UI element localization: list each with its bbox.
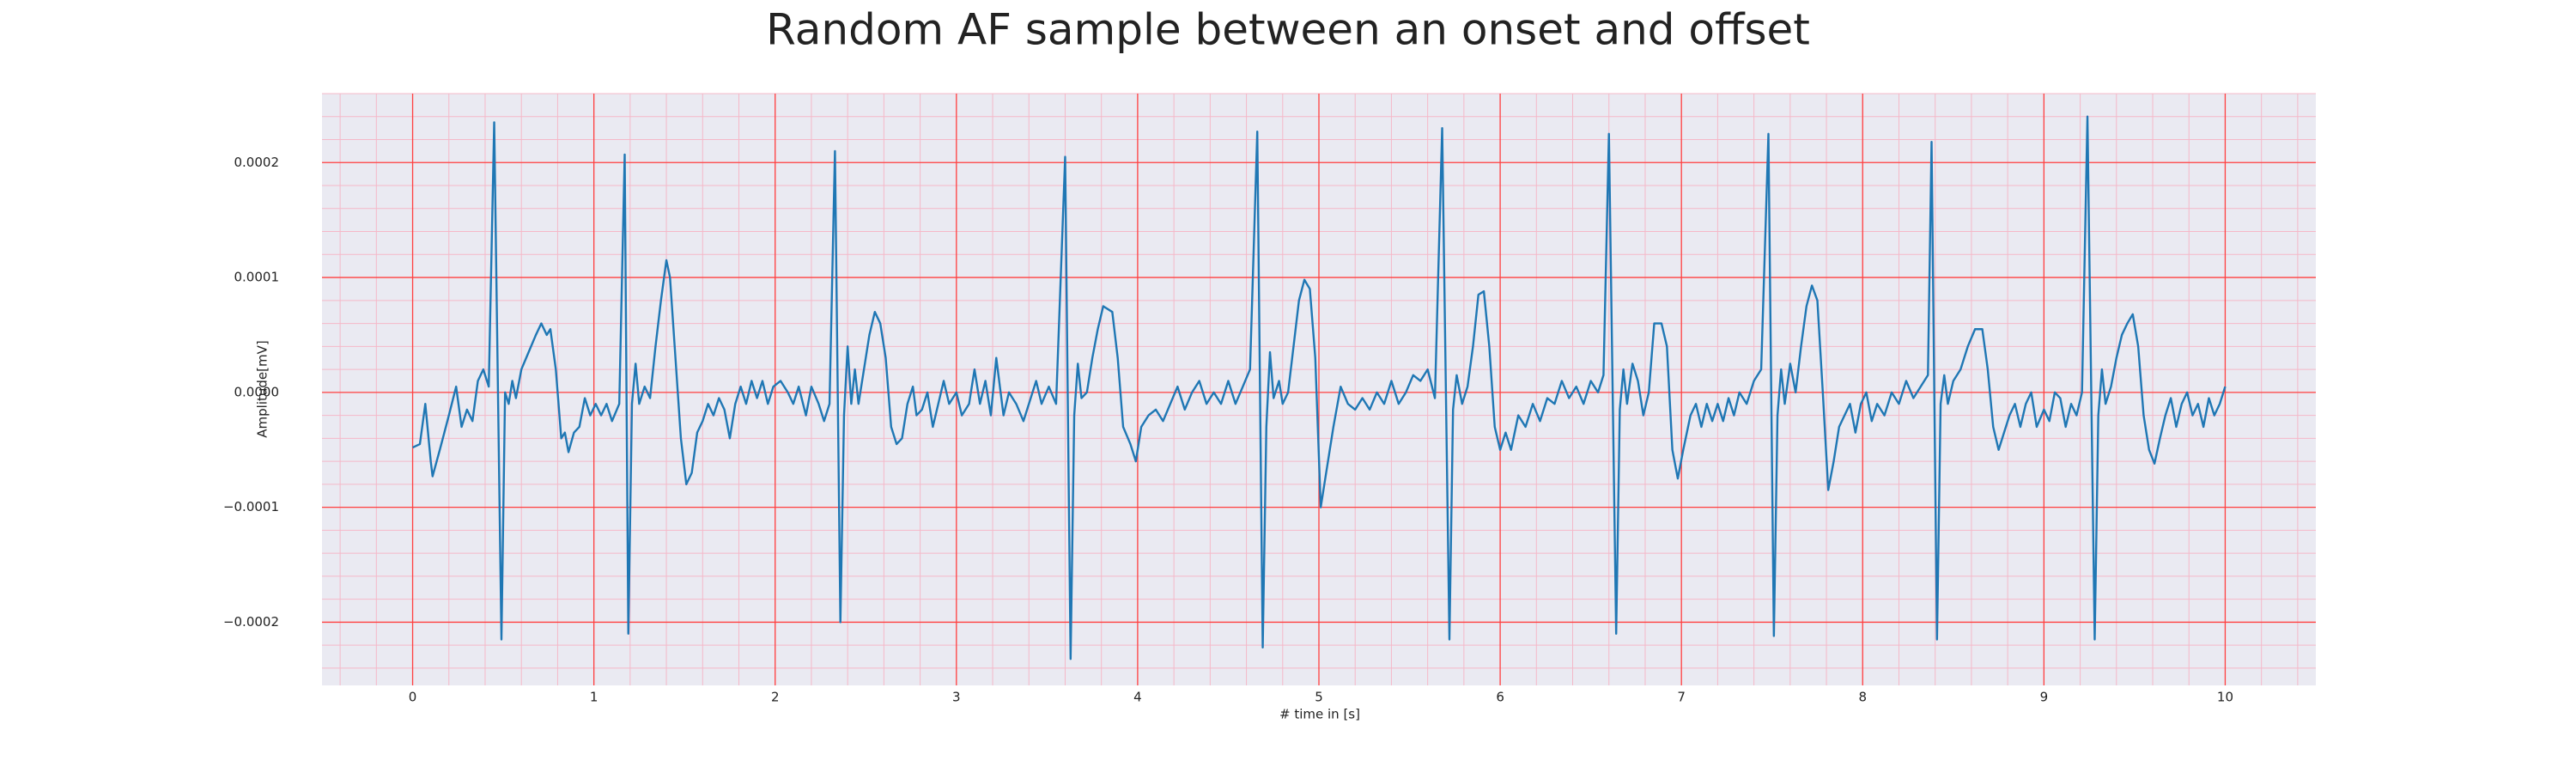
x-tick-label: 5 bbox=[1315, 690, 1323, 705]
x-tick-label: 7 bbox=[1677, 690, 1686, 705]
x-tick-label: 4 bbox=[1133, 690, 1142, 705]
data-line bbox=[412, 115, 2227, 660]
x-tick-label: 1 bbox=[590, 690, 598, 705]
y-tick-label: 0.0000 bbox=[234, 384, 280, 399]
chart-title: Random AF sample between an onset and of… bbox=[766, 5, 1810, 55]
x-tick-label: 6 bbox=[1496, 690, 1504, 705]
x-tick-label: 8 bbox=[1858, 690, 1867, 705]
y-tick-label: −0.0001 bbox=[223, 499, 279, 514]
grid bbox=[322, 93, 2316, 685]
x-axis-label: # time in [s] bbox=[1279, 707, 1360, 722]
y-tick-label: −0.0002 bbox=[223, 614, 279, 630]
x-tick-label: 2 bbox=[771, 690, 780, 705]
x-tick-label: 0 bbox=[409, 690, 417, 705]
y-tick-label: 0.0002 bbox=[234, 155, 280, 170]
x-tick-label: 3 bbox=[952, 690, 961, 705]
x-tick-label: 9 bbox=[2040, 690, 2049, 705]
x-tick-label: 10 bbox=[2217, 690, 2233, 705]
y-axis-label: Amplitude[mV] bbox=[255, 340, 270, 437]
y-tick-label: 0.0001 bbox=[234, 270, 280, 285]
